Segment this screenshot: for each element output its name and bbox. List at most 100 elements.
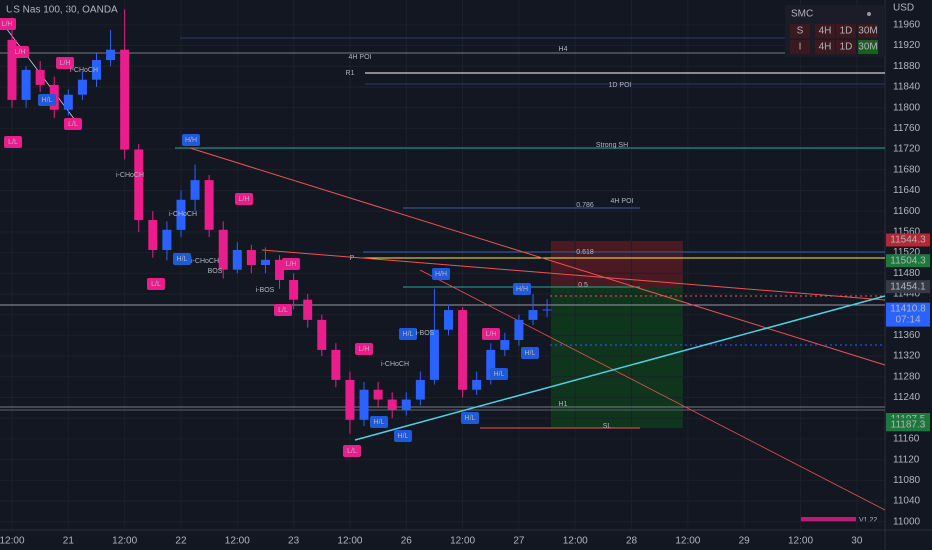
y-tick-label: 11640 xyxy=(893,185,921,196)
level-label: H1 xyxy=(559,401,568,408)
annotation: L/L xyxy=(8,139,18,146)
y-tick-label: 11880 xyxy=(893,61,921,72)
annotation: H/L xyxy=(42,97,53,104)
price-label-box xyxy=(886,302,930,327)
level-label: H4 xyxy=(559,46,568,53)
x-tick-label: 21 xyxy=(63,536,75,547)
candle-body xyxy=(77,79,87,95)
y-tick-label: 11800 xyxy=(893,102,921,113)
annotation: L/H xyxy=(239,196,250,203)
y-tick-label: 11520 xyxy=(893,247,921,258)
annotation: L/L xyxy=(347,448,357,455)
annotation-box xyxy=(432,268,450,280)
y-tick-label: 11560 xyxy=(893,227,921,238)
annotation: H/H xyxy=(516,286,528,293)
candle-body xyxy=(260,259,270,265)
price-label-box xyxy=(886,254,930,268)
candle-body xyxy=(289,280,299,300)
annotation-box xyxy=(274,304,292,316)
smc-cell xyxy=(836,24,856,38)
y-tick-label: 11240 xyxy=(893,392,921,403)
level-label: Strong SH xyxy=(596,142,628,149)
version-marker xyxy=(800,517,856,522)
smc-cell-label: 1D xyxy=(840,42,853,53)
annotation: i-CHoCH xyxy=(70,67,98,74)
x-tick-label: 12:00 xyxy=(225,536,250,547)
x-tick-label: 29 xyxy=(739,536,751,547)
y-tick-label: 11280 xyxy=(893,371,921,382)
smc-cell-label: 4H xyxy=(819,26,832,37)
price-label: 11504.3 xyxy=(890,255,926,266)
annotation-box xyxy=(56,57,74,69)
annotation-box xyxy=(370,416,388,428)
annotation-box xyxy=(513,283,531,295)
y-tick-label: 11480 xyxy=(893,268,921,279)
smc-cell xyxy=(815,24,835,38)
chart-title: US Nas 100, 30, OANDA xyxy=(6,5,118,16)
annotation: H/H xyxy=(185,137,197,144)
currency: USD xyxy=(893,3,914,14)
smc-cell-label: 4H xyxy=(819,42,832,53)
candle-body xyxy=(514,319,524,341)
candle-body xyxy=(444,310,454,330)
x-tick-label: 28 xyxy=(626,536,638,547)
price-label-box xyxy=(886,280,930,294)
annotation: H/L xyxy=(398,433,409,440)
candle-body xyxy=(204,180,214,230)
candle-body xyxy=(176,199,186,230)
price-label: 11187.3 xyxy=(891,419,926,430)
annotation-box xyxy=(399,328,417,340)
x-tick-label: 30 xyxy=(851,536,863,547)
candle-body xyxy=(528,310,538,320)
annotation-box xyxy=(235,193,253,205)
annotation-box xyxy=(282,258,300,270)
level-label: 4H POI xyxy=(349,54,372,61)
annotation: L/H xyxy=(359,346,370,353)
level-label: 4H POI xyxy=(611,198,634,205)
candle-body xyxy=(387,399,397,410)
y-tick-label: 11360 xyxy=(893,330,921,341)
y-tick-label: 11720 xyxy=(893,144,921,155)
annotation: i-CHoCH xyxy=(381,361,409,368)
price-label-box xyxy=(886,418,930,432)
smc-cell-label: 30M xyxy=(858,26,877,37)
candle-body xyxy=(359,389,369,420)
candle-body xyxy=(190,180,200,200)
annotation-box xyxy=(394,430,412,442)
x-tick-label: 12:00 xyxy=(0,536,25,547)
annotation-box xyxy=(4,136,22,148)
candle-body xyxy=(63,94,73,110)
annotation: L/H xyxy=(15,49,26,56)
level-label: 0.5 xyxy=(578,282,588,289)
x-tick-label: 12:00 xyxy=(337,536,362,547)
candle-body xyxy=(21,69,31,100)
y-tick-label: 11320 xyxy=(893,351,921,362)
stop-zone xyxy=(551,241,683,288)
annotation-box xyxy=(0,18,16,30)
y-tick-label: 11080 xyxy=(893,475,921,486)
smc-dot xyxy=(867,12,871,16)
annotation: H/L xyxy=(525,350,536,357)
annotation-box xyxy=(482,328,500,340)
trend-line xyxy=(261,249,886,301)
candle-body xyxy=(486,349,496,380)
candle-body xyxy=(401,399,411,410)
annotation-box xyxy=(521,347,539,359)
y-tick-label: 11000 xyxy=(893,516,921,527)
annotation: i-BOS xyxy=(256,287,275,294)
annotation: H/L xyxy=(494,371,505,378)
version: V1.22 xyxy=(859,517,877,524)
y-tick-label: 11040 xyxy=(893,496,921,507)
annotation: H/L xyxy=(465,415,476,422)
level-label: 1D POI xyxy=(609,82,632,89)
annotation: L/H xyxy=(486,331,497,338)
candle-body xyxy=(246,249,256,265)
candle-body xyxy=(134,149,144,220)
candle-body xyxy=(429,329,439,380)
annotation-box xyxy=(182,134,200,146)
candle-body xyxy=(458,310,468,390)
annotation: H/L xyxy=(403,331,414,338)
smc-cell xyxy=(836,40,856,54)
